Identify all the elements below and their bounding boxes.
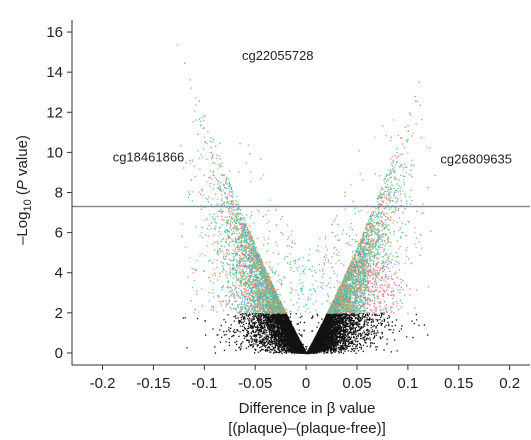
x-tick-label: -0.15: [136, 375, 170, 392]
y-axis-title-subscript: 10: [22, 199, 34, 211]
plot-area: [72, 20, 530, 365]
x-tick-label: 0: [302, 375, 310, 392]
y-tick-label: 16: [46, 24, 63, 41]
x-axis-title: Difference in β value: [239, 400, 376, 417]
y-tick-label: 2: [55, 305, 63, 322]
point-annotation-3: cg26809635: [440, 151, 512, 166]
data-points: [176, 44, 436, 355]
y-axis-title-italic: P: [14, 180, 31, 190]
x-tick-label: -0.2: [90, 375, 116, 392]
x-tick-label: 0.2: [499, 375, 520, 392]
y-axis-title-paren: (: [14, 190, 31, 199]
y-tick-label: 0: [55, 345, 63, 362]
y-tick-label: 14: [46, 64, 63, 81]
x-tick-label: -0.1: [191, 375, 217, 392]
y-tick-label: 4: [55, 265, 63, 282]
y-axis-title-prefix: –Log: [14, 212, 31, 245]
y-tick-label: 12: [46, 104, 63, 121]
x-axis-title-line2: [(plaque)–(plaque-free)]: [228, 420, 386, 437]
y-tick-label: 10: [46, 144, 63, 161]
y-axis: 0 2 4 6 8 10 12 14 16: [46, 20, 73, 365]
y-axis-title: –Log10 (P value): [14, 135, 34, 245]
y-axis-title-suffix: value): [14, 135, 31, 180]
point-annotations: cg22055728 cg18461866 cg26809635: [113, 48, 512, 166]
point-annotation-2: cg18461866: [113, 149, 185, 164]
x-tick-label: 0.1: [397, 375, 418, 392]
y-tick-label: 6: [55, 225, 63, 242]
x-tick-label: 0.05: [342, 375, 371, 392]
point-annotation-1: cg22055728: [242, 48, 314, 63]
y-tick-label: 8: [55, 185, 63, 202]
x-tick-label: 0.15: [444, 375, 473, 392]
x-axis: -0.2 -0.15 -0.1 -0.05 0 0.05 0.1 0.15 0.2: [72, 364, 530, 392]
x-tick-label: -0.05: [238, 375, 272, 392]
